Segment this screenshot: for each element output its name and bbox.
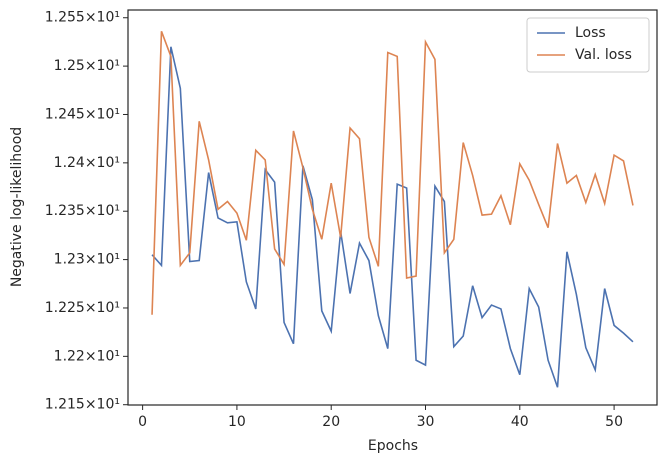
line-series xyxy=(151,46,634,388)
y-tick-label: 1.24×10¹ xyxy=(54,155,120,171)
y-tick-label: 1.215×10¹ xyxy=(45,397,120,413)
y-tick-label: 1.235×10¹ xyxy=(45,203,120,219)
x-tick-label: 20 xyxy=(322,414,340,430)
legend-label: Val. loss xyxy=(575,47,632,63)
legend-box xyxy=(526,17,650,73)
y-tick-label: 1.22×10¹ xyxy=(54,348,120,364)
legend-label: Loss xyxy=(575,25,606,41)
x-tick-label: 0 xyxy=(138,414,147,430)
x-tick-label: 30 xyxy=(417,414,435,430)
x-tick-label: 40 xyxy=(511,414,529,430)
y-tick-label: 1.23×10¹ xyxy=(54,252,120,268)
x-axis-label: Epochs xyxy=(368,438,418,454)
y-tick-label: 1.225×10¹ xyxy=(45,300,120,316)
x-tick-label: 10 xyxy=(228,414,246,430)
x-tick-label: 50 xyxy=(605,414,623,430)
y-tick-label: 1.255×10¹ xyxy=(45,10,120,26)
plot-frame xyxy=(127,9,658,406)
y-tick-label: 1.245×10¹ xyxy=(45,106,120,122)
y-tick-label: 1.25×10¹ xyxy=(54,58,120,74)
y-axis-label: Negative log-likelihood xyxy=(9,127,25,287)
line-series xyxy=(151,31,634,315)
